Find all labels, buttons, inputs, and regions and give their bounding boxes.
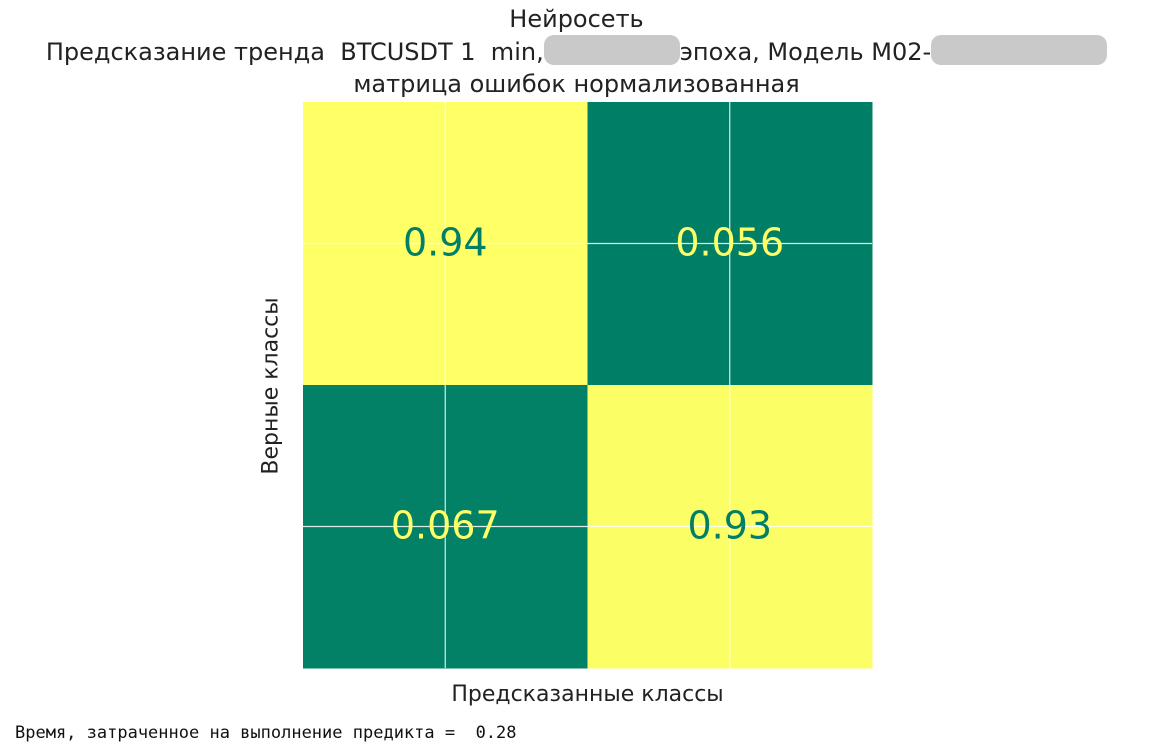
- chart-title-line-3: матрица ошибок нормализованная: [353, 70, 800, 98]
- chart-title-line-2: Предсказание тренда BTCUSDT 1 min, эпоха,…: [0, 35, 1153, 66]
- chart-title-line-2-part-2: эпоха, Модель М02-: [679, 38, 932, 66]
- heatmap-cell-label-0-0: 0.94: [403, 221, 488, 265]
- x-axis-label: Предсказанные классы: [451, 682, 724, 707]
- y-axis-label: Верные классы: [258, 297, 284, 475]
- heatmap-cell-label-0-1: 0.056: [675, 221, 784, 265]
- heatmap-cell-label-1-1: 0.93: [687, 504, 772, 548]
- chart-title-line-2-part-1: Предсказание тренда BTCUSDT 1 min,: [45, 38, 544, 66]
- execution-time-output: Время, затраченное на выполнение предикт…: [15, 723, 517, 743]
- heatmap-cell-label-1-0: 0.067: [391, 504, 500, 548]
- redacted-block-1: [543, 35, 680, 65]
- chart-title-line-1: Нейросеть: [509, 5, 644, 33]
- redacted-block-2: [931, 35, 1108, 65]
